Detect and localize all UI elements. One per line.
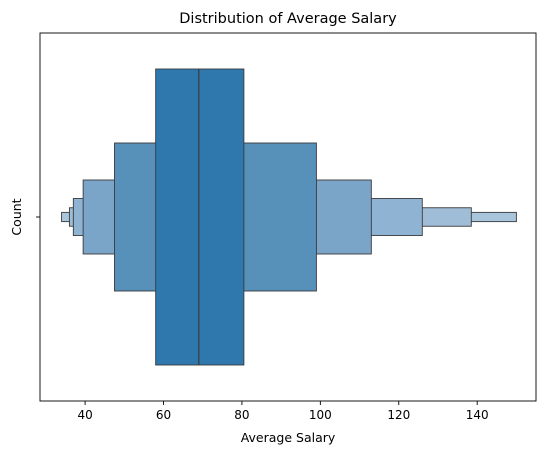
y-axis-label: Count <box>9 198 24 235</box>
chart-title: Distribution of Average Salary <box>179 11 397 27</box>
x-tick-label: 140 <box>466 408 489 422</box>
x-tick-label: 80 <box>234 408 249 422</box>
x-axis-ticks: 40 60 80 100 120 140 <box>77 401 489 422</box>
x-tick-label: 100 <box>309 408 332 422</box>
boxen-box-level-1 <box>155 68 245 366</box>
x-tick-label: 60 <box>156 408 171 422</box>
x-axis-label: Average Salary <box>241 430 336 445</box>
x-tick-label: 40 <box>77 408 92 422</box>
x-tick-label: 120 <box>387 408 410 422</box>
boxen-boxes <box>61 68 517 366</box>
